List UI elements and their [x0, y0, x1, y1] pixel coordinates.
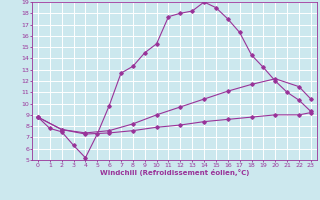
X-axis label: Windchill (Refroidissement éolien,°C): Windchill (Refroidissement éolien,°C): [100, 169, 249, 176]
